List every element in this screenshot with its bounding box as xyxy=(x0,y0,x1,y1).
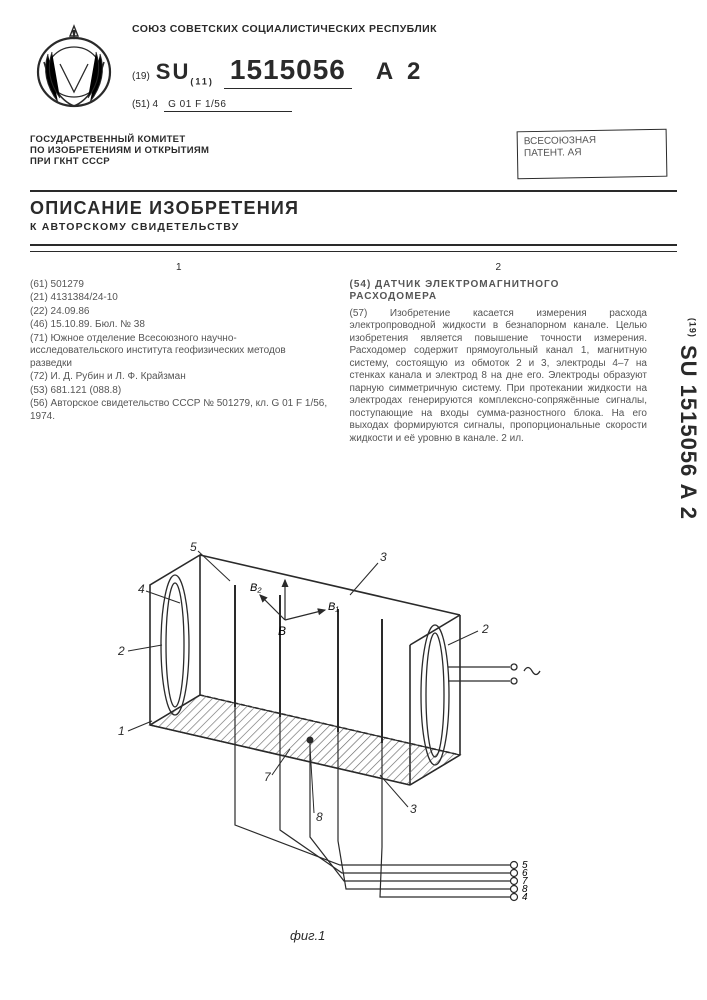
biblio-53: (53) 681.121 (088.8) xyxy=(30,385,328,398)
ref-4: 4 xyxy=(138,582,145,596)
pub-kind: A 2 xyxy=(376,58,424,86)
biblio-71: (71) Южное отделение Всесоюзного научно-… xyxy=(30,333,328,371)
ref-5: 5 xyxy=(190,540,197,554)
vector-B2: B₂ xyxy=(250,582,262,594)
electrode-8-dot xyxy=(307,737,314,744)
column-1: 1 (61) 501279 (21) 4131384/24-10 (22) 24… xyxy=(30,262,328,445)
title-section: ОПИСАНИЕ ИЗОБРЕТЕНИЯ К АВТОРСКОМУ СВИДЕТ… xyxy=(30,190,677,233)
side-pub-number: (19) SU 1515056 A 2 xyxy=(675,318,701,520)
page-subtitle: К АВТОРСКОМУ СВИДЕТЕЛЬСТВУ xyxy=(30,221,677,233)
biblio-22: (22) 24.09.86 xyxy=(30,306,328,319)
figure-1: B B₁ B₂ 5 6 7 8 xyxy=(80,525,550,955)
pub-country-code: SU(11) xyxy=(156,59,214,86)
col-num-2: 2 xyxy=(350,262,648,275)
term-4: 4 xyxy=(522,892,528,903)
pub-number: 1515056 xyxy=(224,54,352,89)
ref-7: 7 xyxy=(264,770,272,784)
body-columns: 1 (61) 501279 (21) 4131384/24-10 (22) 24… xyxy=(30,262,647,445)
ref-3b: 3 xyxy=(410,802,417,816)
stamp-line-2: ПАТЕНТ. АЯ xyxy=(524,146,660,160)
divider-double xyxy=(30,244,677,246)
ref-8: 8 xyxy=(316,810,323,824)
ref-1: 1 xyxy=(118,724,125,738)
biblio-21: (21) 4131384/24-10 xyxy=(30,292,328,305)
page-title: ОПИСАНИЕ ИЗОБРЕТЕНИЯ xyxy=(30,198,677,219)
column-2: 2 (54) ДАТЧИК ЭЛЕКТРОМАГНИТНОГО РАСХОДОМ… xyxy=(350,262,648,445)
publisher-line: СОЮЗ СОВЕТСКИХ СОЦИАЛИСТИЧЕСКИХ РЕСПУБЛИ… xyxy=(132,24,677,36)
biblio-46: (46) 15.10.89. Бюл. № 38 xyxy=(30,319,328,332)
ipc-row: (51) 4 G 01 F 1/56 xyxy=(132,99,677,112)
vector-B1: B₁ xyxy=(328,601,339,613)
col-num-1: 1 xyxy=(30,262,328,275)
biblio-72: (72) И. Д. Рубин и Л. Ф. Крайзман xyxy=(30,371,328,384)
header: СОЮЗ СОВЕТСКИХ СОЦИАЛИСТИЧЕСКИХ РЕСПУБЛИ… xyxy=(0,0,707,112)
library-stamp: ВСЕСОЮЗНАЯ ПАТЕНТ. АЯ xyxy=(517,129,668,180)
figure-caption: фиг.1 xyxy=(290,928,325,943)
biblio-56: (56) Авторское свидетельство СССР № 5012… xyxy=(30,398,328,423)
ipc-value: G 01 F 1/56 xyxy=(164,99,292,112)
pub-prefix-label: (19) xyxy=(132,71,150,82)
biblio-61: (61) 501279 xyxy=(30,279,328,292)
abstract-body: (57) Изобретение касается измерения расх… xyxy=(350,308,648,446)
ipc-label: (51) 4 xyxy=(132,99,158,112)
vector-B: B xyxy=(278,624,286,638)
state-emblem-icon xyxy=(30,18,118,110)
publication-number-row: (19) SU(11) 1515056 A 2 xyxy=(132,54,677,89)
abstract-title: (54) ДАТЧИК ЭЛЕКТРОМАГНИТНОГО РАСХОДОМЕР… xyxy=(350,279,648,304)
ref-2b: 2 xyxy=(481,622,489,636)
ref-2: 2 xyxy=(117,644,125,658)
pub-number-label: (11) xyxy=(190,76,214,86)
ref-3: 3 xyxy=(380,550,387,564)
committee-text: ГОСУДАРСТВЕННЫЙ КОМИТЕТ ПО ИЗОБРЕТЕНИЯМ … xyxy=(30,135,209,168)
